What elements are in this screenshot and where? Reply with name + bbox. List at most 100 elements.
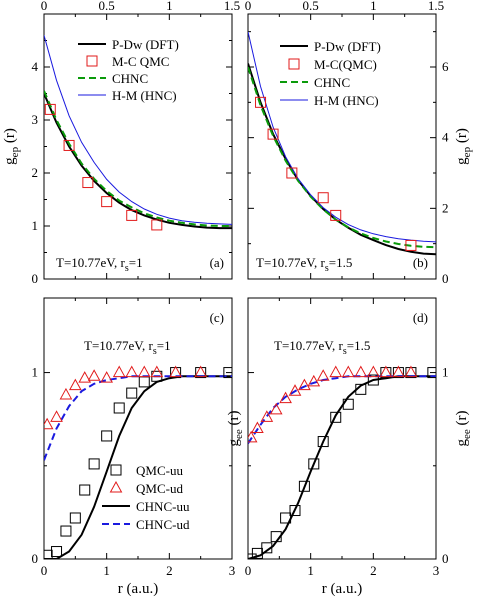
data-point-square: [101, 196, 113, 208]
data-point-square: [267, 128, 279, 140]
data-point-square: [317, 192, 329, 204]
legend-triangle-icon: [109, 480, 123, 493]
x-tick-label: 2: [166, 563, 173, 578]
panel-b: 0 0.5 1 1.5 0 2 4 6 gep (r) (b) T=10.77eV, rs=1.5: [245, 0, 473, 286]
data-point-square: [342, 398, 354, 410]
data-point-square: [317, 436, 329, 448]
data-point-triangle: [248, 430, 258, 443]
data-point-square: [255, 96, 267, 108]
annotation-text: T=10.77eV, rs=1: [84, 338, 171, 357]
data-point-square: [44, 103, 56, 115]
legend-entry-label: CHNC-ud: [136, 517, 190, 532]
y-axis-label: gep (r): [2, 128, 21, 165]
data-point-square: [251, 547, 263, 559]
legend-entry-label: CHNC: [112, 71, 148, 86]
data-point-square: [286, 167, 298, 179]
data-point-triangle: [279, 391, 292, 404]
y-tick-label: 0: [32, 551, 39, 566]
legend-b: P-Dw (DFT) M-C(QMC) CHNC H-M (HNC): [280, 39, 381, 108]
y-tick-label: 2: [442, 200, 449, 215]
data-point-square: [330, 411, 342, 423]
x-tick-label: 2: [370, 563, 377, 578]
data-point-square: [79, 484, 91, 496]
series-line-chnc: [44, 90, 232, 227]
y-axis-label-group: gee (r): [454, 410, 473, 446]
y-tick-label: 0: [32, 271, 39, 286]
plot-area: [44, 35, 232, 231]
x-tick-label: 0.5: [99, 0, 115, 13]
x-tick-label: 3: [229, 563, 236, 578]
legend-entry-label: CHNC-uu: [136, 499, 190, 514]
data-point-triangle: [100, 371, 114, 383]
data-point-triangle: [50, 410, 63, 422]
data-point-triangle: [316, 369, 330, 381]
data-point-triangle: [288, 384, 302, 396]
y-axis-label: gee (r): [454, 410, 473, 446]
data-point-triangle: [341, 365, 355, 378]
x-axis-label: r (a.u.): [118, 581, 158, 597]
x-tick-label: 0: [245, 0, 252, 13]
series-line-chnc-ud: [248, 375, 436, 444]
data-point-square: [44, 549, 53, 559]
data-point-square: [113, 402, 125, 414]
data-point-triangle: [112, 365, 126, 378]
panel-c: 0 1 2 3 0 1 gee (r) r (a.u.) (c) T=10.77eV, rs=1: [32, 297, 245, 597]
data-point-triangle: [366, 365, 380, 378]
data-point-square: [330, 209, 342, 221]
y-axis-label-group: gep (r): [2, 128, 21, 165]
data-point-triangle: [379, 365, 393, 378]
data-point-square: [138, 376, 150, 388]
y-tick-label: 1: [32, 365, 39, 380]
series-line-chnc-ud: [44, 375, 232, 461]
data-point-square: [126, 209, 138, 221]
y-tick-label: 3: [32, 112, 39, 127]
x-tick-label: 0: [41, 0, 48, 13]
legend-a: P-Dw (DFT) M-C QMC CHNC H-M (HNC): [78, 37, 179, 103]
data-point-triangle: [59, 387, 73, 400]
y-axis-label-group: gep (r): [454, 128, 473, 165]
data-point-square: [51, 546, 63, 558]
legend-entry-label: CHNC: [314, 75, 350, 90]
panel-label: (a): [210, 255, 224, 270]
series-line-p-dw-dft-: [248, 63, 436, 256]
data-point-triangle: [125, 365, 139, 378]
y-tick-label: 6: [442, 59, 449, 74]
y-axis-label: gee (r): [226, 410, 245, 446]
y-axis-label-group: gee (r): [226, 410, 245, 446]
data-point-square: [248, 553, 257, 559]
data-point-square: [405, 239, 417, 251]
data-point-triangle: [307, 374, 321, 387]
data-point-triangle: [169, 365, 182, 378]
y-tick-label: 0: [442, 551, 449, 566]
data-point-triangle: [269, 402, 283, 415]
panel-label: (d): [413, 310, 428, 325]
data-point-triangle: [251, 421, 264, 433]
x-axis-label: r (a.u.): [322, 581, 362, 597]
x-tick-label: 0: [245, 563, 252, 578]
data-point-triangle: [298, 378, 311, 391]
data-point-square: [63, 139, 75, 151]
data-point-square: [427, 367, 436, 379]
legend-entry-label: M-C QMC: [112, 54, 169, 69]
x-tick-label: 3: [433, 563, 440, 578]
panel-a: 0 0.5 1 1.5 0 1 2 3 4 gep (r) (a) T=10.77eV, rs=1: [2, 0, 240, 286]
y-tick-label: 4: [32, 59, 39, 74]
x-tick-label: 1: [370, 0, 377, 13]
data-point-square: [298, 480, 310, 492]
y-axis-label: gep (r): [454, 128, 473, 165]
y-tick-label: 4: [442, 130, 449, 145]
x-tick-label: 1: [103, 563, 110, 578]
annotation-text: T=10.77eV, rs=1: [56, 255, 143, 274]
legend-entry-label: H-M (HNC): [112, 88, 177, 103]
data-point-square: [355, 383, 367, 395]
x-tick-label: 0: [41, 563, 48, 578]
plot-area: [248, 365, 436, 559]
data-point-triangle: [87, 369, 101, 381]
legend-entry-label: M-C(QMC): [314, 57, 377, 72]
data-point-square: [101, 430, 113, 442]
data-point-triangle: [329, 365, 343, 378]
data-point-triangle: [354, 365, 368, 378]
legend-entry-label: P-Dw (DFT): [112, 37, 179, 52]
